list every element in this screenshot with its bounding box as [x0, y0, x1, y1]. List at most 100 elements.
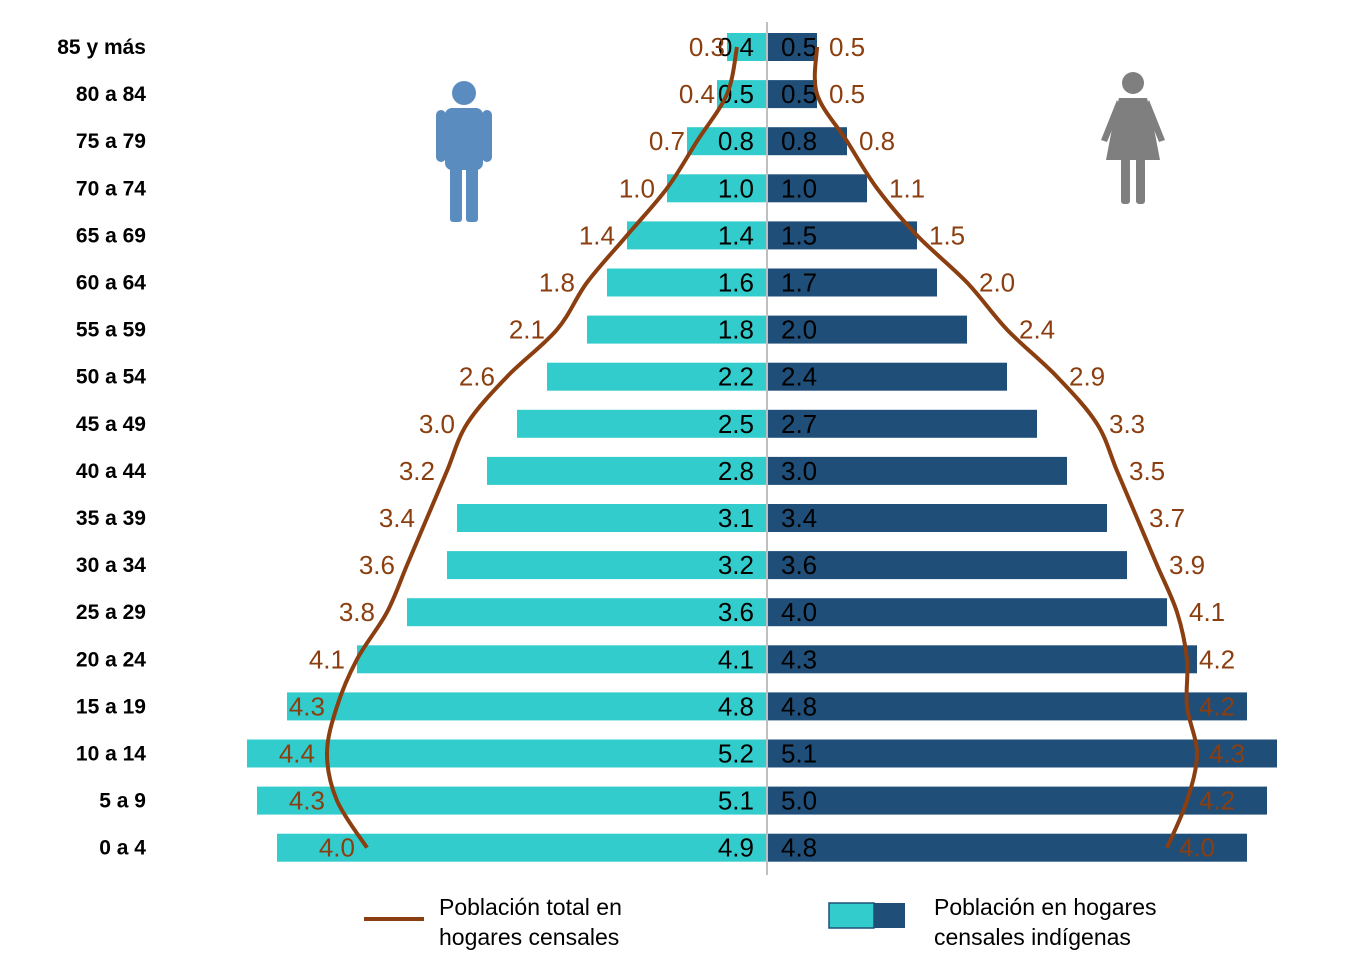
age-group-label: 70 a 74: [76, 177, 146, 200]
bar-left-value-label: 3.6: [718, 597, 754, 627]
total-left-value-label: 3.8: [339, 597, 375, 627]
bar-left-value-label: 4.8: [718, 691, 754, 721]
bar-left-value-label: 2.8: [718, 456, 754, 486]
total-right-value-label: 0.8: [859, 126, 895, 156]
total-right-value-label: 3.3: [1109, 409, 1145, 439]
bar-left: [457, 504, 767, 532]
bar-left: [667, 174, 767, 203]
bar-right-value-label: 0.5: [781, 32, 817, 62]
legend-indigena-label-line2: censales indígenas: [934, 924, 1131, 950]
total-left-value-label: 4.3: [289, 691, 325, 721]
bar-right-value-label: 1.7: [781, 268, 817, 298]
bar-left: [407, 598, 767, 627]
bar-left: [587, 315, 767, 344]
bar-left-value-label: 1.4: [718, 220, 754, 250]
bar-right: [767, 315, 967, 344]
total-left-value-label: 3.0: [419, 409, 455, 439]
age-group-label: 60 a 64: [76, 272, 146, 295]
age-group-label: 45 a 49: [76, 413, 146, 436]
bar-left: [687, 127, 767, 156]
age-group-label: 40 a 44: [76, 460, 146, 483]
total-right-value-label: 4.2: [1199, 786, 1235, 816]
bar-right-value-label: 5.1: [781, 739, 817, 769]
bar-right: [767, 504, 1107, 532]
legend-indigena-swatch-left: [828, 902, 875, 929]
total-left-value-label: 0.7: [649, 126, 685, 156]
total-right-value-label: 3.5: [1129, 456, 1165, 486]
total-right-value-label: 4.1: [1189, 597, 1225, 627]
age-group-label: 30 a 34: [76, 554, 146, 577]
bar-right-value-label: 2.4: [781, 362, 817, 392]
legend-indigena-swatch-right: [874, 903, 905, 928]
total-left-value-label: 0.4: [679, 79, 715, 109]
bar-left-value-label: 1.6: [718, 268, 754, 298]
total-curve-right: [812, 46, 1200, 849]
bar-right: [767, 692, 1247, 721]
bar-right-value-label: 1.0: [781, 173, 817, 203]
indigena-value-labels: 0.4 0.50.5 0.50.8 0.81.0 1.01.4 1.51.6 1.71.8 2…: [718, 32, 817, 863]
total-right-value-label: 1.5: [929, 220, 965, 250]
bar-right: [767, 739, 1277, 768]
total-right-value-label: 4.0: [1179, 833, 1215, 863]
total-right-value-label: 0.5: [829, 32, 865, 62]
bar-right-value-label: 4.8: [781, 691, 817, 721]
total-left-value-label: 4.3: [289, 786, 325, 816]
bar-right: [767, 80, 817, 109]
total-right-value-label: 3.9: [1169, 550, 1205, 580]
age-labels-group: 85 y más 80 a 84 75 a 79 70 a 74 65 a 69 60 a…: [57, 36, 146, 860]
age-group-label: 0 a 4: [99, 837, 146, 860]
bar-right: [767, 268, 937, 297]
bar-left-value-label: 1.0: [718, 173, 754, 203]
total-left-value-label: 3.2: [399, 456, 435, 486]
total-left-value-label: 3.6: [359, 550, 395, 580]
total-right-value-label: 3.7: [1149, 503, 1185, 533]
bar-right: [767, 33, 817, 61]
total-right-value-label: 2.9: [1069, 362, 1105, 392]
total-left-value-label: 0.3: [689, 32, 725, 62]
bar-right-value-label: 4.3: [781, 644, 817, 674]
age-group-label: 75 a 79: [76, 130, 146, 153]
legend-total-label-line1: Población total en: [439, 894, 622, 920]
total-right-value-label: 2.4: [1019, 315, 1055, 345]
bar-right-value-label: 2.7: [781, 409, 817, 439]
bar-right: [767, 598, 1167, 627]
age-group-label: 80 a 84: [76, 83, 146, 106]
bar-right-value-label: 2.0: [781, 315, 817, 345]
bar-left-value-label: 5.2: [718, 739, 754, 769]
total-right-value-label: 4.2: [1199, 644, 1235, 674]
bar-right: [767, 221, 917, 250]
bar-right: [767, 645, 1197, 674]
total-left-value-label: 1.0: [619, 173, 655, 203]
total-left-value-label: 4.1: [309, 644, 345, 674]
age-group-label: 55 a 59: [76, 319, 146, 342]
bar-right: [767, 127, 847, 156]
bar-left-value-label: 3.1: [718, 503, 754, 533]
total-right-value-label: 1.1: [889, 173, 925, 203]
total-right-value-label: 0.5: [829, 79, 865, 109]
bar-left-value-label: 2.5: [718, 409, 754, 439]
bar-left: [287, 692, 767, 721]
bar-left-value-label: 3.2: [718, 550, 754, 580]
total-left-value-label: 3.4: [379, 503, 415, 533]
bar-right: [767, 456, 1067, 485]
bar-left: [547, 362, 767, 391]
bar-right-value-label: 0.5: [781, 79, 817, 109]
female-person-icon: [1101, 72, 1165, 204]
total-value-labels: 0.3 0.5 0.4 0.5 0.7 0.8 1.0 1.1 1.4 1.5 1.8 2.0 2.1 2…: [279, 32, 1245, 863]
bars-group: [247, 33, 1277, 862]
age-group-label: 50 a 54: [76, 366, 146, 389]
bar-right-value-label: 3.0: [781, 456, 817, 486]
bar-right-value-label: 0.8: [781, 126, 817, 156]
age-group-label: 65 a 69: [76, 224, 146, 247]
age-group-label: 35 a 39: [76, 507, 146, 530]
legend-total-label-line2: hogares censales: [439, 924, 619, 950]
total-left-value-label: 1.8: [539, 268, 575, 298]
total-left-value-label: 2.6: [459, 362, 495, 392]
bar-right: [767, 833, 1247, 862]
total-curve-left: [324, 46, 739, 849]
bar-right-value-label: 3.4: [781, 503, 817, 533]
total-right-value-label: 4.3: [1209, 739, 1245, 769]
bar-left: [607, 268, 767, 297]
total-left-value-label: 1.4: [579, 220, 615, 250]
